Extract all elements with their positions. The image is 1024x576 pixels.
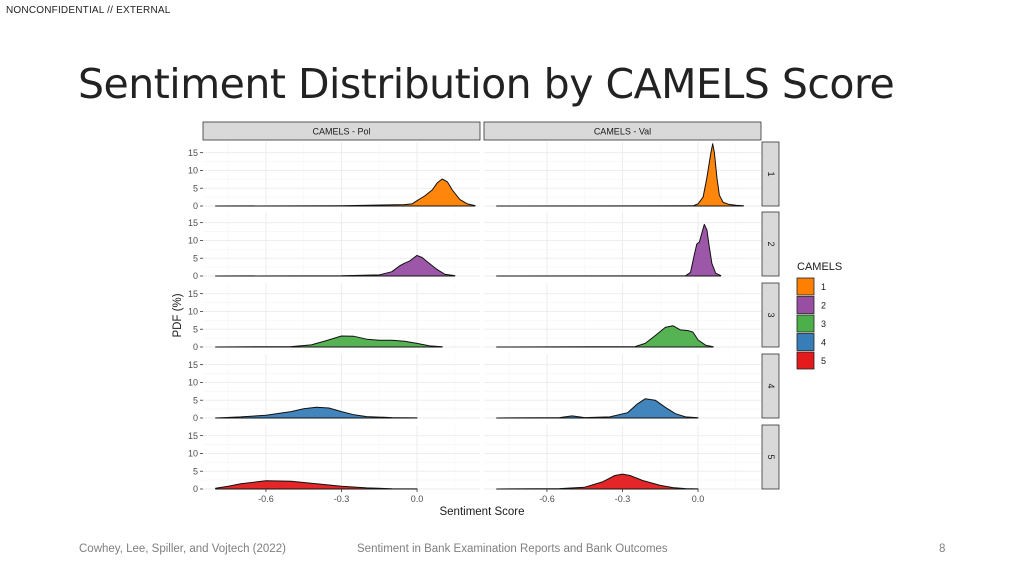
- classification-label: NONCONFIDENTIAL // EXTERNAL: [6, 5, 171, 16]
- x-tick-label: -0.6: [539, 494, 555, 504]
- strip-background: [483, 121, 762, 141]
- footer-citation: Cowhey, Lee, Spiller, and Vojtech (2022): [79, 543, 286, 555]
- legend-label-4: 4: [821, 338, 826, 348]
- panel-4-val: [484, 354, 761, 419]
- facet-panels: [203, 142, 761, 490]
- legend-key-3: [796, 314, 815, 333]
- panel-2-val: [484, 212, 761, 277]
- y-tick-label: 0: [193, 484, 198, 494]
- column-facet-label: CAMELS - Val: [594, 127, 651, 137]
- y-tick-label: 5: [193, 395, 198, 405]
- strip-background: [761, 353, 780, 419]
- legend-label-3: 3: [821, 319, 826, 329]
- y-tick-label: 5: [193, 466, 198, 476]
- x-tick-label: 0.0: [411, 494, 424, 504]
- y-tick-label: 10: [188, 236, 198, 246]
- y-tick-label: 5: [193, 253, 198, 263]
- y-tick-label: 0: [193, 413, 198, 423]
- row-facet-label: 1: [766, 171, 776, 176]
- column-strip-pol: CAMELS - Pol: [202, 121, 481, 141]
- panel-3-val: [484, 283, 761, 348]
- y-tick-label: 10: [188, 378, 198, 388]
- row-strip-5: 5: [761, 424, 780, 490]
- x-tick-label: -0.3: [334, 494, 350, 504]
- row-strip-2: 2: [761, 211, 780, 277]
- column-strip-val: CAMELS - Val: [483, 121, 762, 141]
- legend-label-5: 5: [821, 356, 826, 366]
- y-tick-label: 15: [188, 289, 198, 299]
- legend-title: CAMELS: [797, 261, 842, 273]
- y-tick-label: 10: [188, 449, 198, 459]
- y-tick-label: 5: [193, 183, 198, 193]
- row-facet-label: 2: [766, 241, 776, 246]
- row-facet-label: 3: [766, 312, 776, 317]
- legend: CAMELS 1 2 3 4 5: [796, 261, 842, 370]
- row-strip-1: 1: [761, 141, 780, 207]
- axes: 0 5 10 15 0 5 10 15 0 5 10 15 0 5 10 15 0 5 10 15 -0.6 -0.3 0.…: [172, 148, 704, 518]
- x-tick-label: 0.0: [692, 494, 705, 504]
- density-area-2-pol: [215, 254, 456, 277]
- panel-4-pol: [203, 354, 480, 419]
- legend-key-5: [796, 351, 815, 370]
- strip-background: [761, 141, 780, 207]
- x-tick-label: -0.6: [258, 494, 274, 504]
- strip-background: [202, 121, 481, 141]
- legend-key-1: [796, 277, 815, 296]
- y-tick-label: 15: [188, 148, 198, 158]
- y-tick-label: 10: [188, 307, 198, 317]
- slide-title: Sentiment Distribution by CAMELS Score: [78, 60, 895, 108]
- y-tick-label: 15: [188, 431, 198, 441]
- y-tick-label: 10: [188, 166, 198, 176]
- y-tick-label: 0: [193, 201, 198, 211]
- row-strip-4: 4: [761, 353, 780, 419]
- y-tick-label: 5: [193, 324, 198, 334]
- facet-strips: CAMELS - Pol CAMELS - Val 1 2 3 4 5: [202, 121, 780, 490]
- legend-key-4: [796, 333, 815, 351]
- density-area-1-pol: [215, 178, 476, 207]
- legend-key-2: [796, 296, 815, 314]
- x-axis-title: Sentiment Score: [439, 506, 524, 518]
- y-tick-label: 0: [193, 271, 198, 281]
- row-facet-label: 5: [766, 454, 776, 459]
- strip-background: [761, 424, 780, 490]
- y-tick-label: 0: [193, 342, 198, 352]
- footer-presentation-title: Sentiment in Bank Examination Reports an…: [357, 543, 668, 555]
- y-axis-title: PDF (%): [172, 293, 184, 337]
- y-tick-label: 15: [188, 360, 198, 370]
- legend-label-2: 2: [821, 301, 826, 311]
- legend-label-1: 1: [821, 282, 826, 292]
- y-tick-label: 15: [188, 218, 198, 228]
- row-strip-3: 3: [761, 282, 780, 348]
- density-area-2-val: [496, 223, 722, 277]
- strip-background: [761, 211, 780, 277]
- column-facet-label: CAMELS - Pol: [312, 127, 370, 137]
- page-number: 8: [939, 543, 946, 555]
- panel-5-pol: [203, 425, 480, 490]
- panel-2-pol: [203, 212, 480, 277]
- row-facet-label: 4: [766, 383, 776, 388]
- x-tick-label: -0.3: [615, 494, 631, 504]
- strip-background: [761, 282, 780, 348]
